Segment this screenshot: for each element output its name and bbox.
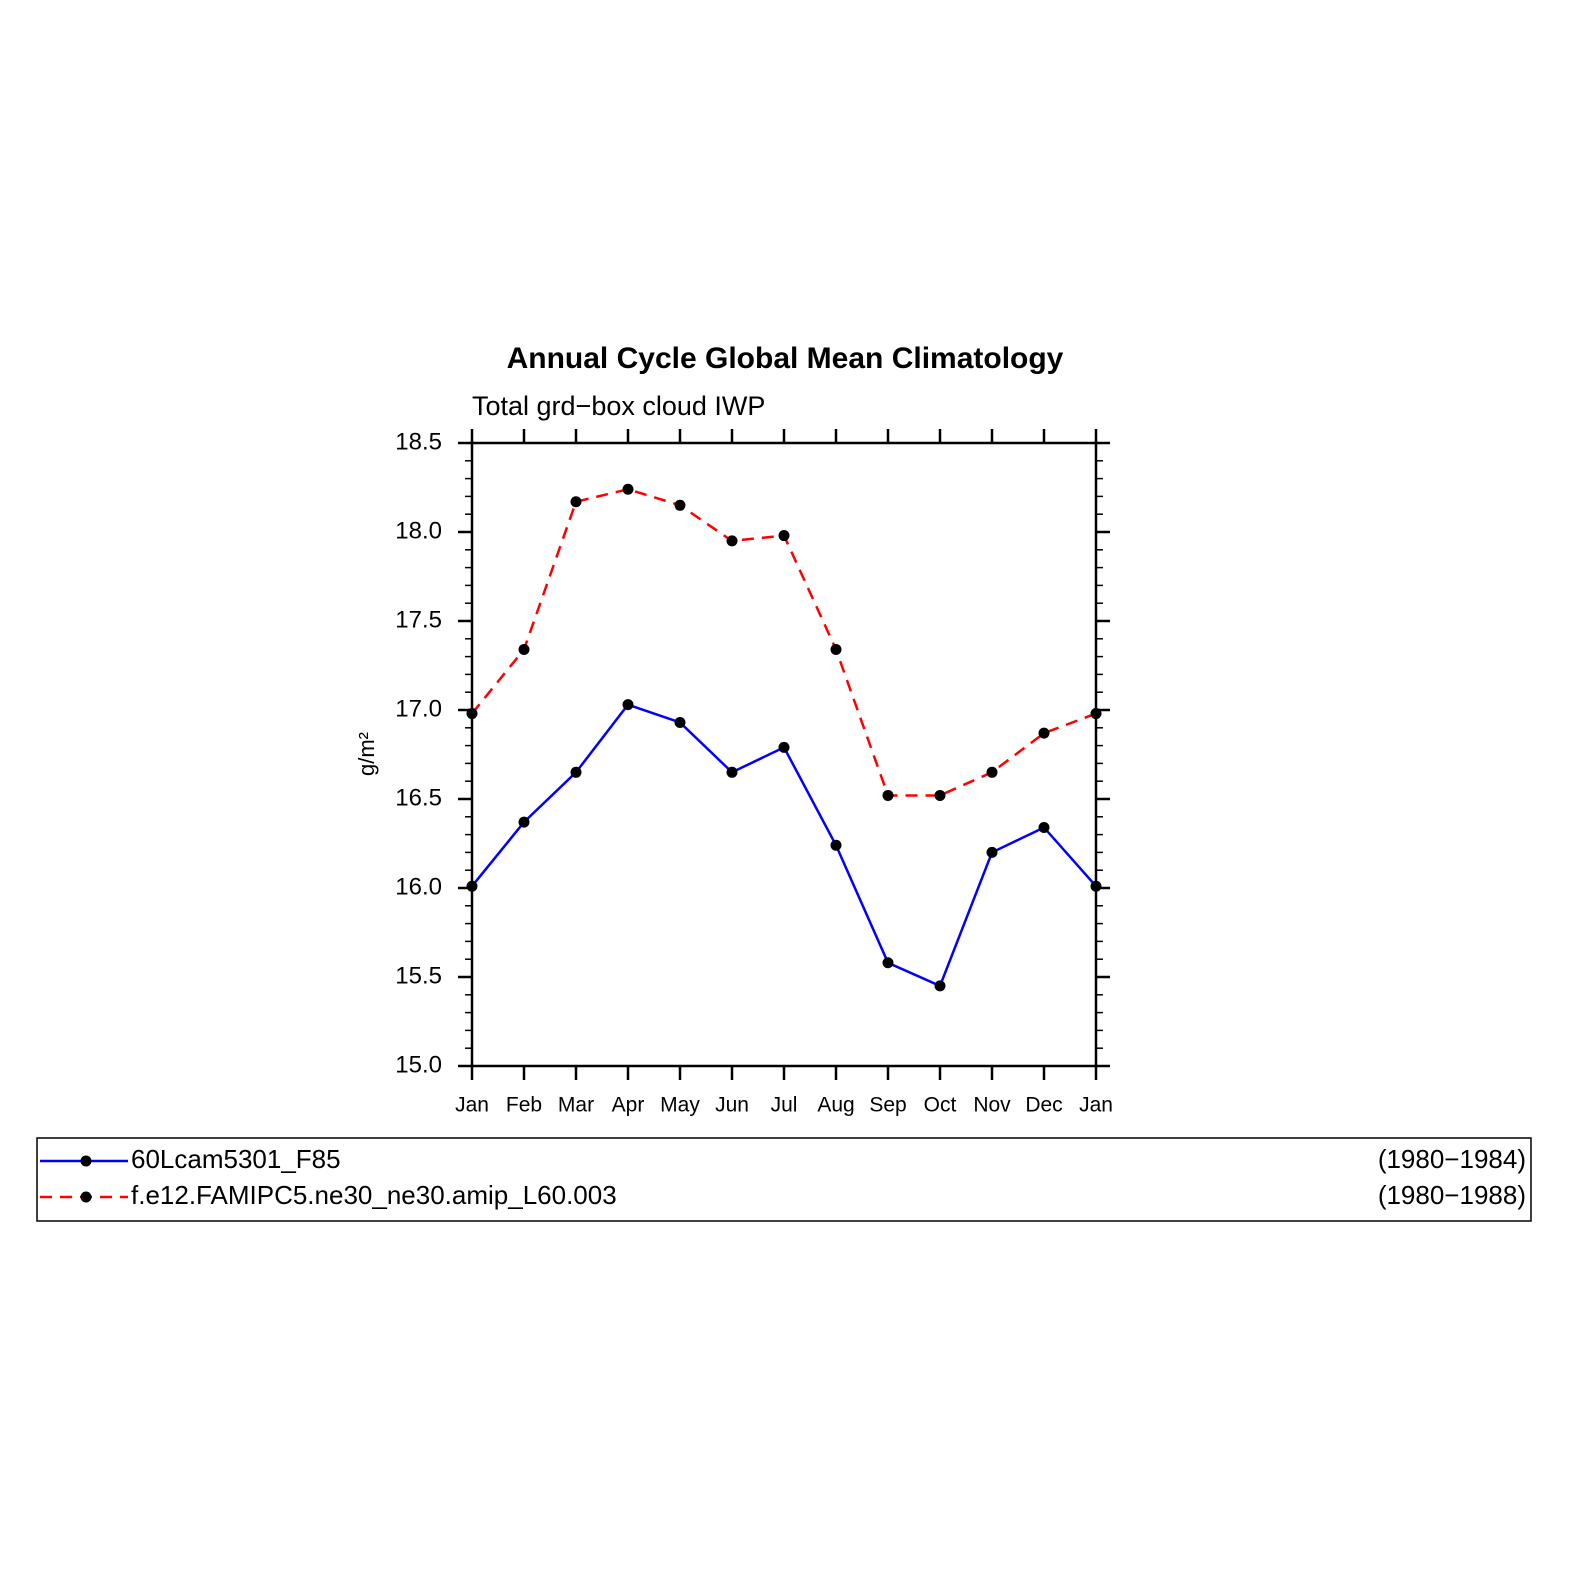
legend-label: f.e12.FAMIPC5.ne30_ne30.amip_L60.003 xyxy=(131,1180,617,1210)
x-tick-label: Sep xyxy=(869,1094,906,1117)
data-point xyxy=(1038,821,1050,833)
data-point xyxy=(986,846,998,858)
data-point xyxy=(466,708,478,720)
y-tick-label: 15.5 xyxy=(395,962,442,989)
data-point xyxy=(778,530,790,542)
legend-period: (1980−1988) xyxy=(1378,1180,1526,1210)
data-point xyxy=(934,980,946,992)
x-tick-label: Jun xyxy=(715,1094,749,1117)
x-tick-label: Jan xyxy=(455,1094,489,1117)
x-tick-label: Apr xyxy=(612,1094,645,1117)
x-tick-label: May xyxy=(660,1094,700,1117)
data-point xyxy=(674,716,686,728)
x-tick-label: Jul xyxy=(771,1094,798,1117)
chart-subtitle: Total grd−box cloud IWP xyxy=(472,391,765,421)
legend-box xyxy=(36,1137,1532,1222)
y-tick-label: 17.5 xyxy=(395,606,442,633)
legend-marker xyxy=(80,1191,92,1203)
y-tick-label: 16.5 xyxy=(395,784,442,811)
y-tick-label: 18.5 xyxy=(395,428,442,455)
data-point xyxy=(570,766,582,778)
x-tick-label: Aug xyxy=(817,1094,854,1117)
data-point xyxy=(934,789,946,801)
data-point xyxy=(570,496,582,508)
x-tick-label: Dec xyxy=(1025,1094,1062,1117)
data-point xyxy=(726,766,738,778)
data-point xyxy=(622,699,634,711)
legend-label: 60Lcam5301_F85 xyxy=(131,1144,341,1174)
legend-marker xyxy=(80,1155,92,1167)
data-point xyxy=(882,957,894,969)
data-point xyxy=(466,880,478,892)
x-tick-label: Feb xyxy=(506,1094,542,1117)
data-point xyxy=(518,816,530,828)
data-point xyxy=(1038,727,1050,739)
chart-title: Annual Cycle Global Mean Climatology xyxy=(507,342,1064,375)
data-point xyxy=(830,839,842,851)
legend-period: (1980−1984) xyxy=(1378,1144,1526,1174)
data-point xyxy=(622,483,634,495)
x-tick-label: Oct xyxy=(924,1094,957,1117)
data-point xyxy=(778,741,790,753)
data-point xyxy=(830,643,842,655)
y-axis-label: g/m² xyxy=(354,732,379,776)
data-point xyxy=(986,766,998,778)
data-point xyxy=(726,535,738,547)
data-point xyxy=(1090,708,1102,720)
x-tick-label: Mar xyxy=(558,1094,594,1117)
y-tick-label: 16.0 xyxy=(395,873,442,900)
data-point xyxy=(674,499,686,511)
y-tick-label: 15.0 xyxy=(395,1051,442,1078)
y-tick-label: 17.0 xyxy=(395,695,442,722)
data-point xyxy=(1090,880,1102,892)
y-tick-label: 18.0 xyxy=(395,517,442,544)
x-tick-label: Jan xyxy=(1079,1094,1113,1117)
data-point xyxy=(882,789,894,801)
x-tick-label: Nov xyxy=(973,1094,1011,1117)
data-point xyxy=(518,643,530,655)
